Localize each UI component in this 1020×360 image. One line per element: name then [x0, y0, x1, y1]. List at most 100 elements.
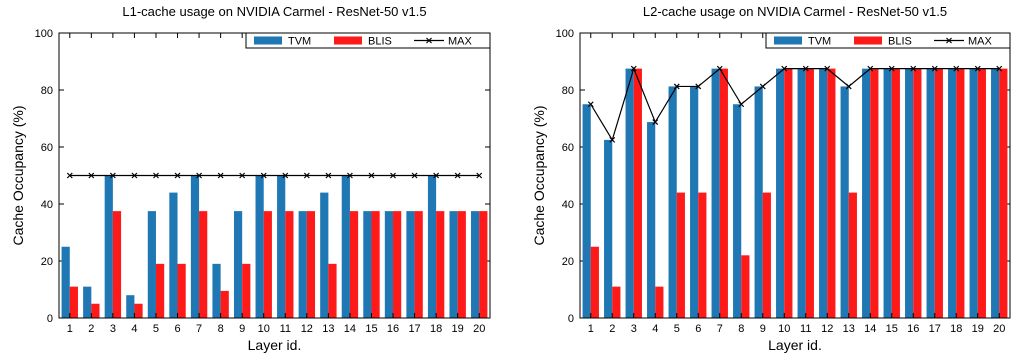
max-point-stroke-b [347, 172, 353, 179]
max-point [630, 65, 637, 72]
y-tick-label: 40 [562, 199, 574, 211]
max-point [411, 172, 418, 179]
bar-tvm [427, 175, 437, 318]
bar-tvm [819, 68, 828, 318]
max-point [781, 65, 788, 72]
bar-blis [436, 211, 445, 318]
legend-label-max: MAX [448, 36, 473, 48]
bar-blis [612, 286, 621, 318]
y-tick-label: 20 [562, 256, 574, 268]
bar-blis [177, 263, 186, 318]
legend-label-tvm: TVM [288, 36, 311, 48]
bar-tvm [126, 295, 135, 318]
max-point-stroke-b [845, 83, 852, 90]
x-tick-label: 12 [301, 323, 313, 335]
x-tick-label: 7 [717, 323, 723, 335]
max-point-stroke-b [66, 172, 73, 179]
max-point-stroke-b [738, 101, 745, 108]
bar-tvm [582, 104, 591, 318]
bar-tvm [233, 211, 243, 318]
legend-box [245, 32, 491, 49]
max-point [153, 172, 159, 179]
x-tick-label: 6 [695, 323, 701, 335]
bar-tvm [147, 211, 156, 318]
bar-blis [655, 286, 664, 318]
bar-blis [784, 68, 793, 318]
bar-blis [242, 263, 251, 318]
x-axis-label: Layer id. [768, 337, 822, 353]
bar-tvm [733, 104, 742, 318]
bar-tvm [471, 211, 480, 318]
bar-tvm [320, 192, 329, 318]
bar-blis [199, 211, 208, 318]
bar-blis [870, 68, 879, 318]
x-tick-label: 19 [972, 323, 984, 335]
x-tick-label: 19 [452, 323, 464, 335]
max-point-stroke-b [454, 172, 461, 179]
bar-blis [827, 68, 836, 318]
max-point-stroke-b [411, 172, 418, 179]
bar-tvm [83, 286, 92, 318]
legend-swatch-blis [334, 36, 362, 45]
bar-tvm [604, 139, 613, 318]
x-tick-label: 13 [322, 323, 334, 335]
bar-tvm [776, 68, 785, 318]
y-axis-label: Cache Occupancy (%) [10, 105, 26, 245]
x-tick-label: 8 [218, 323, 224, 335]
y-tick-label: 100 [556, 28, 574, 40]
x-tick-label: 4 [652, 323, 658, 335]
max-point [673, 83, 680, 90]
bar-blis [741, 255, 750, 318]
bar-tvm [754, 86, 763, 318]
max-point [910, 65, 917, 72]
bar-blis [479, 211, 488, 318]
max-point-stroke-b [476, 172, 483, 179]
bar-tvm [255, 175, 264, 318]
chart-title: L1-cache usage on NVIDIA Carmel - ResNet… [122, 4, 426, 19]
x-axis-label: Layer id. [248, 337, 302, 353]
max-point-stroke-b [630, 65, 637, 72]
max-point [66, 172, 73, 179]
max-point-stroke-b [609, 136, 616, 143]
bar-blis [590, 246, 599, 318]
bar-blis [891, 68, 900, 318]
x-tick-label: 10 [778, 323, 790, 335]
max-point [695, 83, 702, 90]
max-point [131, 172, 138, 179]
x-tick-label: 16 [907, 323, 919, 335]
max-point [931, 65, 938, 72]
legend-marker-b [426, 37, 432, 44]
legend-swatch-tvm [774, 36, 802, 45]
bar-blis [762, 192, 771, 318]
bar-tvm [341, 175, 350, 318]
bar-tvm [363, 211, 372, 318]
x-tick-label: 7 [196, 323, 202, 335]
y-tick-label: 80 [562, 85, 574, 97]
max-point [953, 65, 960, 72]
bar-tvm [384, 211, 394, 318]
bar-blis [263, 211, 272, 318]
bar-blis [698, 192, 707, 318]
max-point [824, 65, 831, 72]
bar-tvm [298, 211, 307, 318]
max-point-stroke-b [824, 65, 831, 72]
legend-swatch-tvm [254, 36, 282, 45]
x-tick-label: 12 [821, 323, 833, 335]
bar-tvm [797, 68, 806, 318]
legend-marker-b [946, 37, 952, 44]
bar-tvm [277, 175, 286, 318]
bar-tvm [711, 68, 720, 318]
max-point [433, 172, 440, 179]
x-tick-label: 8 [738, 323, 744, 335]
y-tick-label: 60 [41, 142, 53, 154]
chart-panel-2: L2-cache usage on NVIDIA Carmel - ResNet… [531, 4, 1011, 353]
bar-tvm [625, 68, 634, 318]
x-tick-label: 14 [864, 323, 876, 335]
x-tick-label: 3 [631, 323, 637, 335]
max-point-stroke-b [217, 172, 224, 179]
x-tick-label: 1 [67, 323, 73, 335]
max-point [888, 65, 895, 72]
legend: TVM BLIS MAX [245, 32, 491, 49]
chart-title: L2-cache usage on NVIDIA Carmel - ResNet… [643, 4, 947, 19]
